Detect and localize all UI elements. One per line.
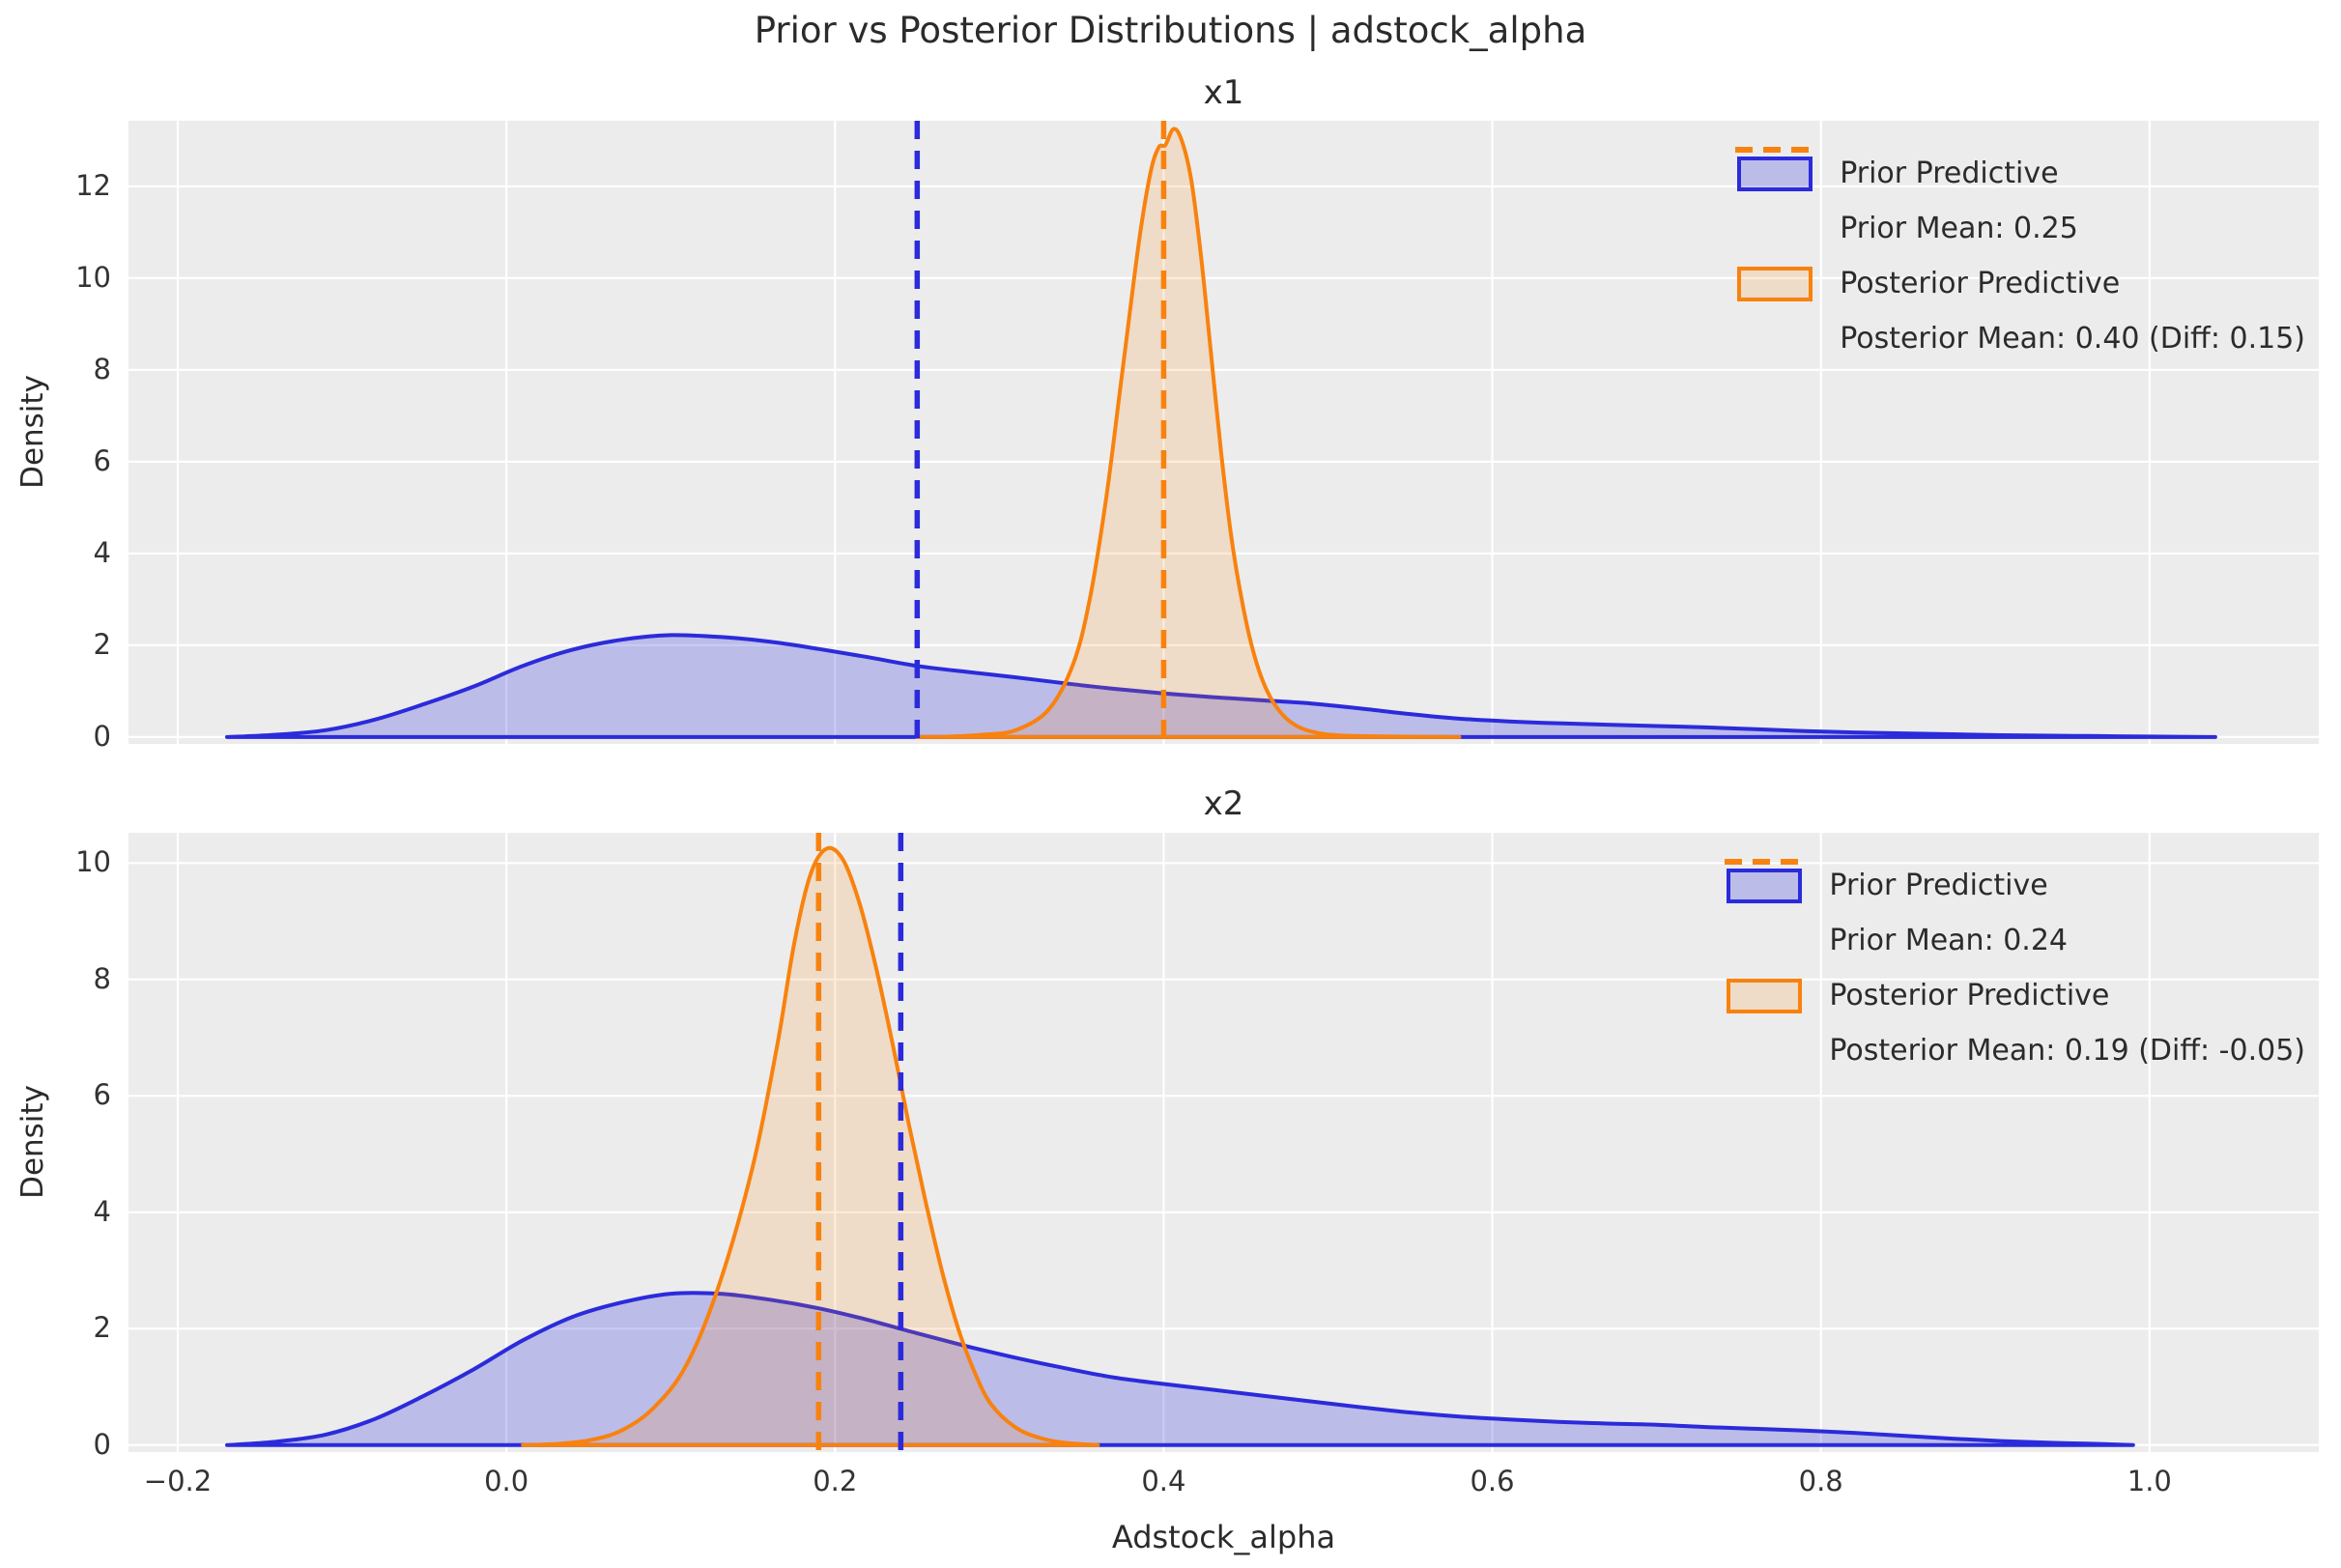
posterior-predictive-kde <box>915 127 1462 739</box>
legend-label: Prior Mean: 0.24 <box>1829 924 2069 957</box>
legend-label: Posterior Predictive <box>1840 267 2121 300</box>
posterior-predictive-kde <box>521 845 1100 1447</box>
y-tick-label: 4 <box>93 1194 111 1228</box>
x-tick-label: 0.2 <box>813 1465 858 1497</box>
y-tick-label: 12 <box>75 168 111 202</box>
x1-legend: Prior Predictive Prior Mean: 0.25 Poster… <box>1735 146 2305 366</box>
prior-predictive-patch-icon <box>1735 156 1814 191</box>
x-tick-label: 0.0 <box>484 1465 529 1497</box>
legend-label: Posterior Predictive <box>1829 979 2110 1012</box>
legend-item-posterior-predictive: Posterior Predictive <box>1725 968 2305 1023</box>
legend-item-prior-predictive: Prior Predictive <box>1735 146 2305 201</box>
x2-legend: Prior Predictive Prior Mean: 0.24 Poster… <box>1725 858 2305 1078</box>
y-tick-label: 8 <box>93 352 111 385</box>
legend-item-prior-predictive: Prior Predictive <box>1725 858 2305 913</box>
subplot-x1-title: x1 <box>1203 73 1244 112</box>
y-tick-label: 10 <box>75 260 111 294</box>
x2-kde-canvas <box>128 833 2319 1452</box>
legend-label: Prior Predictive <box>1840 157 2059 190</box>
x-tick-label: −0.2 <box>143 1465 213 1497</box>
legend-label: Posterior Mean: 0.19 (Diff: -0.05) <box>1829 1034 2305 1068</box>
subplot-x2-axes: Prior Predictive Prior Mean: 0.24 Poster… <box>128 833 2319 1452</box>
prior-predictive-patch-icon <box>1725 868 1804 903</box>
y-tick-label: 10 <box>75 845 111 879</box>
x-tick-label: 1.0 <box>2127 1465 2172 1497</box>
legend-item-prior-mean: Prior Mean: 0.24 <box>1725 859 2305 968</box>
x-axis-label: Adstock_alpha <box>1111 1519 1336 1555</box>
prior-predictive-kde <box>225 633 2217 739</box>
x-tick-label: 0.8 <box>1798 1465 1843 1497</box>
subplot-x1-axes: Prior Predictive Prior Mean: 0.25 Poster… <box>128 121 2319 744</box>
legend-item-posterior-mean: Posterior Mean: 0.40 (Diff: 0.15) <box>1735 147 2305 366</box>
y-tick-label: 6 <box>93 443 111 477</box>
y-tick-label: 4 <box>93 535 111 569</box>
legend-item-prior-mean: Prior Mean: 0.25 <box>1735 147 2305 256</box>
y-tick-label: 0 <box>93 1427 111 1461</box>
posterior-predictive-patch-icon <box>1725 978 1804 1013</box>
y-tick-label: 2 <box>93 1311 111 1345</box>
x-tick-label: 0.4 <box>1141 1465 1186 1497</box>
prior-predictive-kde <box>225 1291 2135 1447</box>
x-tick-label: 0.6 <box>1470 1465 1515 1497</box>
legend-item-posterior-mean: Posterior Mean: 0.19 (Diff: -0.05) <box>1725 859 2305 1078</box>
legend-label: Posterior Mean: 0.40 (Diff: 0.15) <box>1840 322 2305 356</box>
subplot-x2-title: x2 <box>1203 784 1244 823</box>
legend-item-posterior-predictive: Posterior Predictive <box>1735 256 2305 311</box>
y-tick-label: 6 <box>93 1078 111 1112</box>
y-tick-label: 2 <box>93 627 111 661</box>
legend-label: Prior Mean: 0.25 <box>1840 212 2078 245</box>
y-tick-label: 8 <box>93 961 111 995</box>
y-tick-label: 0 <box>93 719 111 753</box>
x1-kde-canvas <box>128 121 2319 744</box>
posterior-predictive-patch-icon <box>1735 266 1814 301</box>
legend-label: Prior Predictive <box>1829 869 2048 902</box>
figure-title: Prior vs Posterior Distributions | adsto… <box>754 10 1587 51</box>
